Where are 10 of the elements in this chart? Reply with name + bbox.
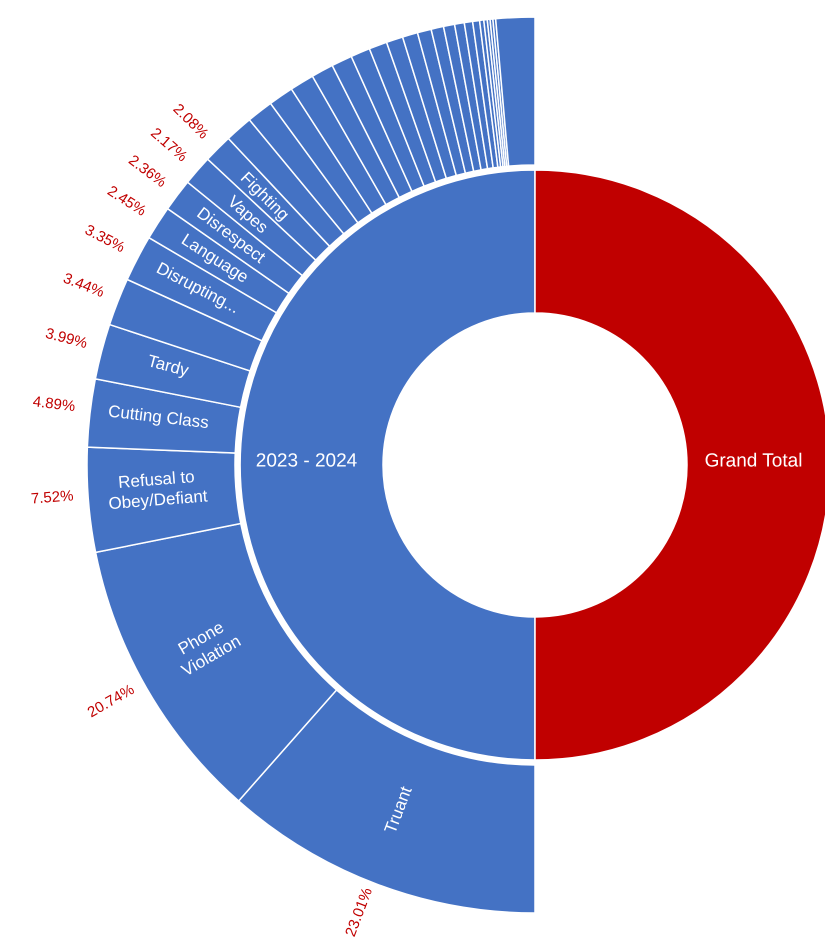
slice-label: Refusal to Obey/Defiant — [108, 467, 208, 514]
data-label: 3.99% — [44, 324, 90, 352]
slice-label: Grand Total — [704, 450, 802, 472]
data-label: 4.89% — [32, 393, 76, 416]
data-label: 7.52% — [30, 487, 74, 508]
slice-label: Cutting Class — [107, 402, 210, 432]
slice-label: Tardy — [146, 351, 192, 380]
slice-label: Truant — [380, 784, 416, 836]
data-label: 3.44% — [60, 270, 107, 302]
slice-label: 2023 - 2024 — [256, 450, 358, 472]
